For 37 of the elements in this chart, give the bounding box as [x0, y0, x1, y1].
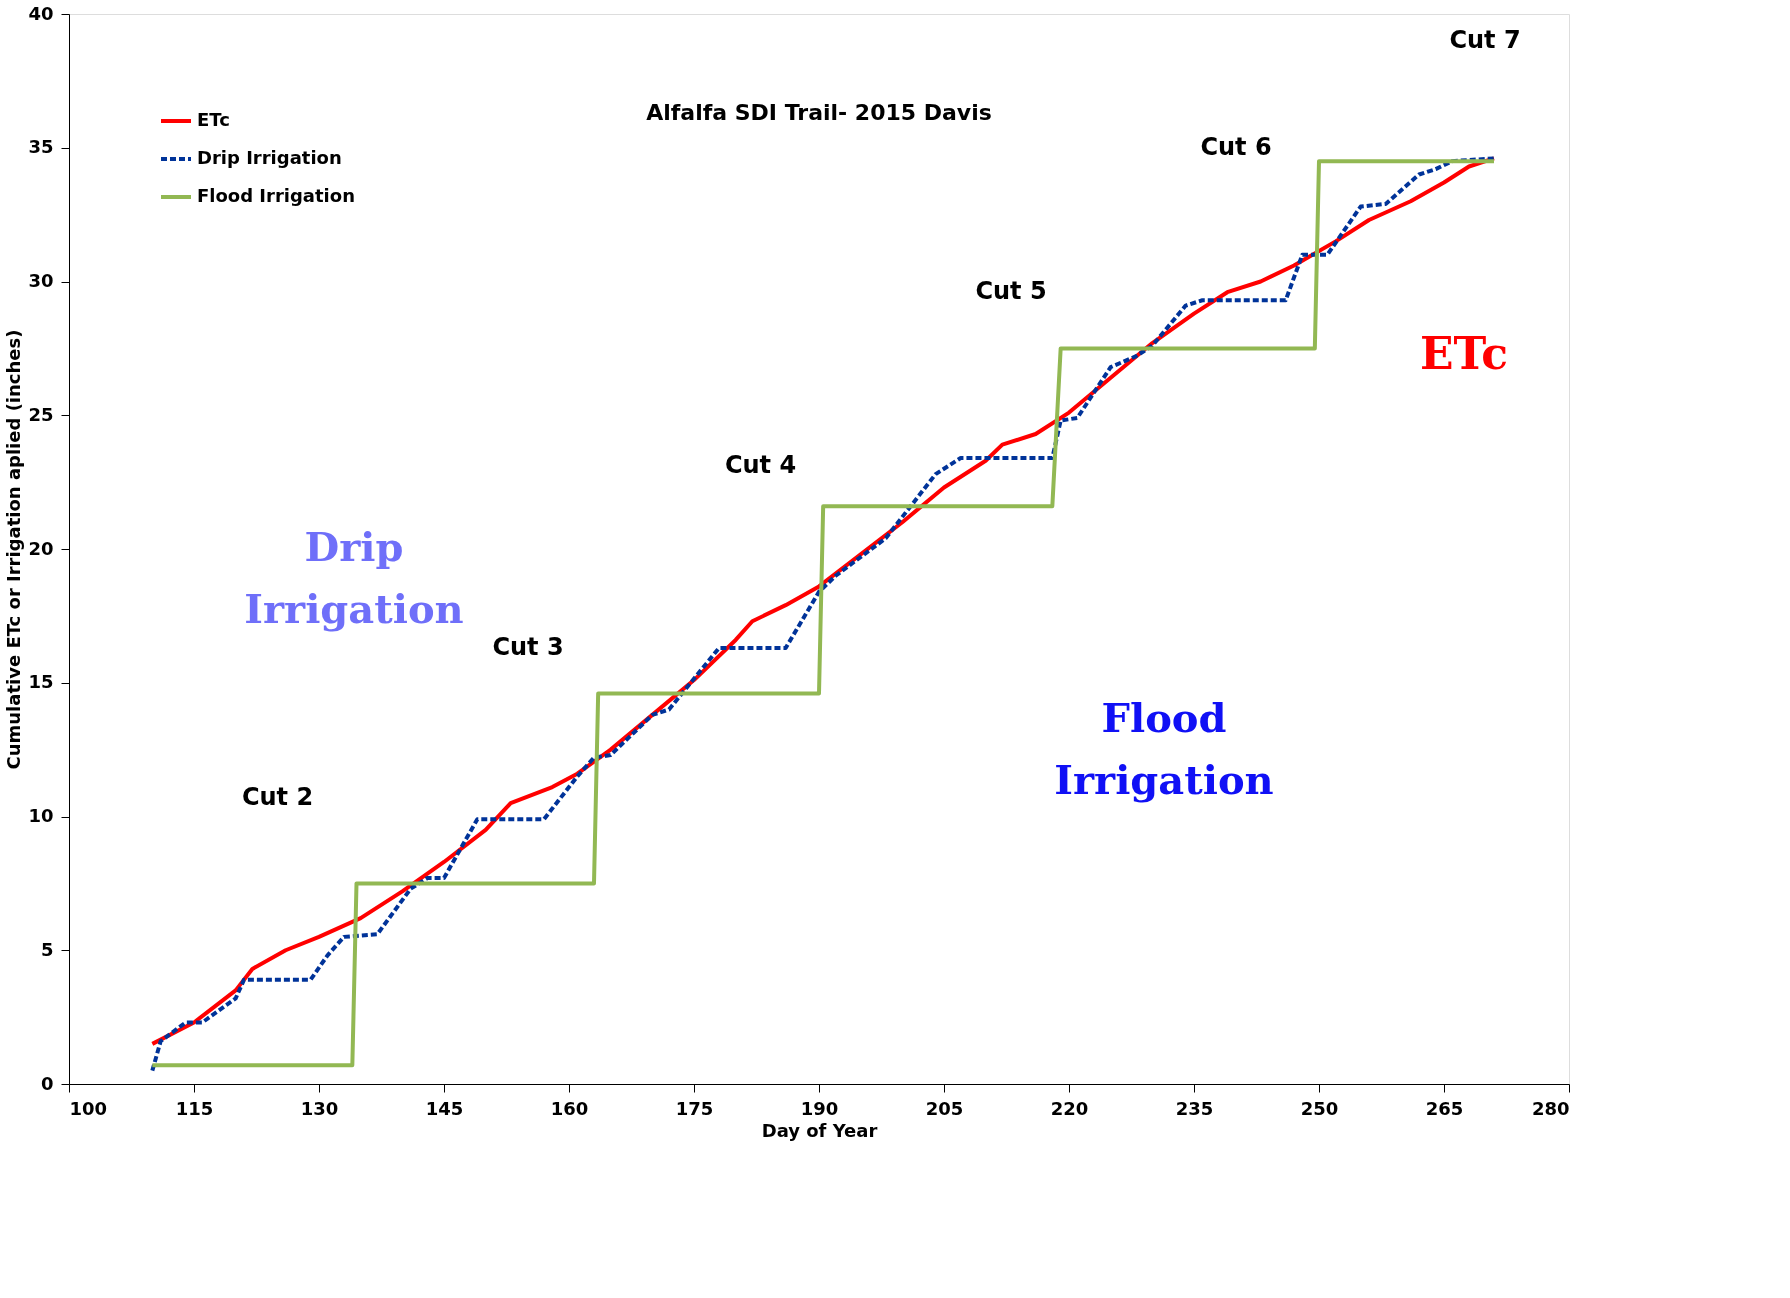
x-tick-label: 130: [300, 1097, 339, 1119]
x-tick-label: 115: [175, 1097, 214, 1119]
annotation: ETc: [1419, 328, 1509, 380]
y-tick-label: 35: [28, 136, 54, 158]
y-tick-label: 30: [28, 270, 54, 291]
y-tick-label: 5: [40, 938, 54, 960]
x-tick-label: 145: [425, 1097, 464, 1119]
annotation: Cut 6: [1200, 132, 1272, 161]
y-tick-label: 15: [28, 671, 54, 693]
y-axis-title: Cumulative ETc or Irrigation aplied (inches): [3, 329, 25, 770]
x-tick-label: 100: [69, 1097, 108, 1119]
annotation: Cut 2: [241, 782, 314, 811]
x-tick-label: 280: [1531, 1097, 1570, 1119]
annotation: Cut 5: [975, 277, 1047, 306]
x-tick-label: 250: [1300, 1097, 1339, 1119]
legend-label: Drip Irrigation: [197, 147, 342, 168]
annotation: Flood Irrigation: [1054, 694, 1274, 804]
legend-label: ETc: [197, 109, 230, 130]
x-tick-label: 160: [550, 1097, 589, 1119]
x-tick-label: 235: [1175, 1097, 1214, 1119]
x-tick-label: 175: [675, 1097, 714, 1119]
legend-label: Flood Irrigation: [197, 185, 355, 206]
y-tick-label: 20: [28, 537, 54, 559]
x-tick-label: 190: [800, 1097, 839, 1119]
x-tick-label: 220: [1050, 1097, 1089, 1119]
y-tick-label: 0: [40, 1072, 54, 1094]
x-tick-label: 265: [1425, 1097, 1464, 1119]
x-tick-label: 205: [925, 1097, 964, 1119]
y-tick-label: 40: [28, 2, 54, 24]
annotation: Drip Irrigation: [244, 523, 464, 632]
y-tick-label: 10: [28, 805, 54, 826]
text: Alfalfa SDI Trail- 2015 Davis: [646, 100, 992, 125]
y-tick-label: 25: [28, 403, 54, 425]
annotation: Cut 3: [492, 632, 564, 661]
x-axis-title: Day of Year: [761, 1119, 878, 1141]
annotation: Cut 7: [1449, 25, 1521, 54]
annotation: Cut 4: [724, 451, 797, 480]
